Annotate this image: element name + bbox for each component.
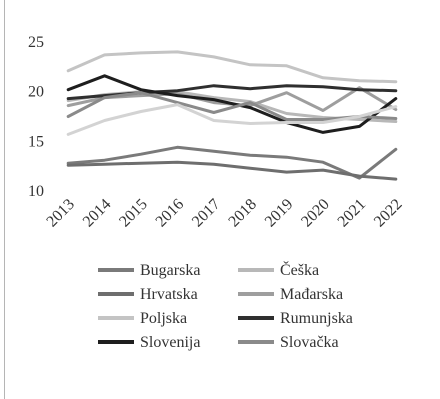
x-tick-label: 2022: [371, 196, 406, 231]
series-line-5: [66, 50, 398, 84]
y-tick-label: 20: [28, 84, 44, 101]
series-layer: [66, 50, 398, 181]
x-tick-label: 2016: [153, 196, 188, 231]
y-tick-label: 25: [28, 34, 44, 51]
y-tick-label: 10: [28, 183, 44, 200]
x-tick-label: 2013: [43, 196, 78, 231]
x-tick-label: 2020: [298, 196, 333, 231]
legend-label: Bugarska: [140, 262, 200, 279]
x-tick-label: 2014: [80, 196, 115, 231]
legend-label: Poljska: [140, 310, 187, 327]
series-line-7: [66, 74, 398, 134]
x-axis: 2013 2014 2015 2016 2017 2018 2019 2020 2021 2022: [43, 196, 405, 231]
legend-label: Slovenija: [140, 334, 200, 351]
series-line-1: [66, 145, 398, 180]
left-border: [4, 0, 5, 399]
x-tick-label: 2017: [189, 196, 224, 231]
series-line-3: [66, 160, 398, 181]
legend-label: Mađarska: [280, 286, 343, 303]
y-tick-label: 15: [28, 133, 44, 150]
y-axis: 10 15 20 25: [28, 34, 44, 200]
legend-label: Češka: [280, 260, 319, 279]
legend-label: Hrvatska: [140, 286, 198, 303]
legend-label: Rumunjska: [280, 310, 353, 327]
x-tick-label: 2019: [262, 196, 297, 231]
legend-label: Slovačka: [280, 334, 339, 351]
series-line-9: [66, 103, 398, 136]
x-tick-label: 2015: [116, 196, 151, 231]
x-tick-label: 2018: [225, 196, 260, 231]
legend: Bugarska Češka Hrvatska Mađarska Poljska Rumu…: [98, 260, 353, 351]
x-tick-label: 2021: [335, 196, 370, 231]
